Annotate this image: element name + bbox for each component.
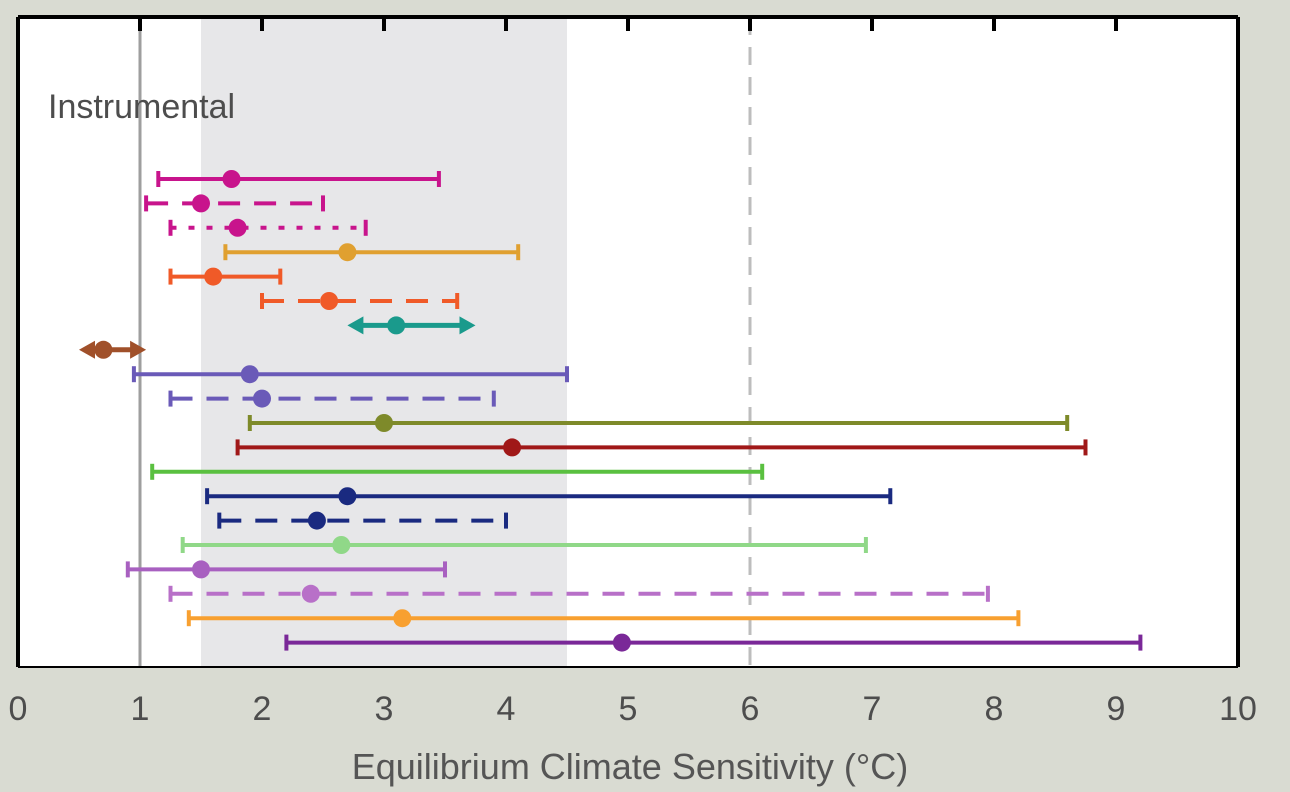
estimate-best-point bbox=[612, 633, 631, 652]
x-tick-label-0: 0 bbox=[9, 690, 28, 728]
estimate-best-point bbox=[393, 609, 412, 628]
estimate-13 bbox=[150, 463, 765, 480]
estimate-7 bbox=[347, 316, 476, 335]
x-tick-label-2: 2 bbox=[253, 690, 272, 728]
estimate-best-point bbox=[301, 584, 320, 603]
likely-range-band bbox=[201, 17, 567, 667]
x-tick-label-4: 4 bbox=[497, 690, 516, 728]
x-tick-label-9: 9 bbox=[1107, 690, 1126, 728]
estimate-17 bbox=[125, 560, 447, 579]
estimate-1 bbox=[156, 170, 441, 188]
estimate-12 bbox=[235, 438, 1088, 457]
estimate-best-point bbox=[240, 365, 259, 384]
estimate-arrow-high bbox=[130, 340, 147, 359]
estimate-best-point bbox=[192, 194, 210, 213]
estimate-5 bbox=[168, 267, 283, 286]
estimate-best-point bbox=[307, 511, 326, 530]
estimate-best-point bbox=[222, 170, 241, 188]
estimate-9 bbox=[131, 365, 569, 384]
estimate-20 bbox=[284, 633, 1143, 652]
estimate-14 bbox=[205, 487, 893, 506]
estimate-3 bbox=[168, 218, 368, 237]
x-tick-label-3: 3 bbox=[375, 690, 394, 728]
estimate-16 bbox=[180, 536, 868, 554]
estimate-best-point bbox=[387, 316, 406, 335]
estimate-best-point bbox=[338, 487, 357, 506]
estimate-arrow-low bbox=[79, 340, 95, 359]
x-tick-label-6: 6 bbox=[741, 690, 760, 728]
estimate-best-point bbox=[253, 389, 271, 408]
estimate-4 bbox=[223, 243, 521, 262]
panel-label: Instrumental bbox=[48, 88, 235, 126]
estimate-8 bbox=[79, 340, 147, 359]
estimate-18 bbox=[168, 584, 990, 603]
x-tick-label-5: 5 bbox=[619, 690, 638, 728]
x-tick-label-1: 1 bbox=[131, 690, 150, 728]
x-tick-label-10: 10 bbox=[1219, 690, 1257, 728]
estimate-best-point bbox=[375, 414, 393, 432]
x-axis-label: Equilibrium Climate Sensitivity (°C) bbox=[352, 746, 909, 787]
estimate-best-point bbox=[192, 560, 210, 579]
estimate-arrow-high bbox=[459, 316, 476, 335]
estimate-best-point bbox=[204, 267, 223, 286]
estimate-2 bbox=[144, 194, 325, 213]
estimate-best-point bbox=[94, 340, 113, 359]
x-tick-label-8: 8 bbox=[985, 690, 1004, 728]
estimate-best-point bbox=[338, 243, 357, 262]
estimate-arrow-low bbox=[347, 316, 364, 335]
estimate-best-point bbox=[320, 292, 339, 310]
estimate-best-point bbox=[503, 438, 522, 457]
estimate-11 bbox=[247, 414, 1070, 432]
estimate-6 bbox=[260, 292, 460, 310]
estimate-15 bbox=[217, 511, 508, 530]
estimate-best-point bbox=[332, 536, 351, 554]
estimate-19 bbox=[186, 609, 1021, 628]
estimate-10 bbox=[168, 389, 496, 408]
x-tick-label-7: 7 bbox=[863, 690, 882, 728]
estimate-best-point bbox=[228, 218, 247, 237]
